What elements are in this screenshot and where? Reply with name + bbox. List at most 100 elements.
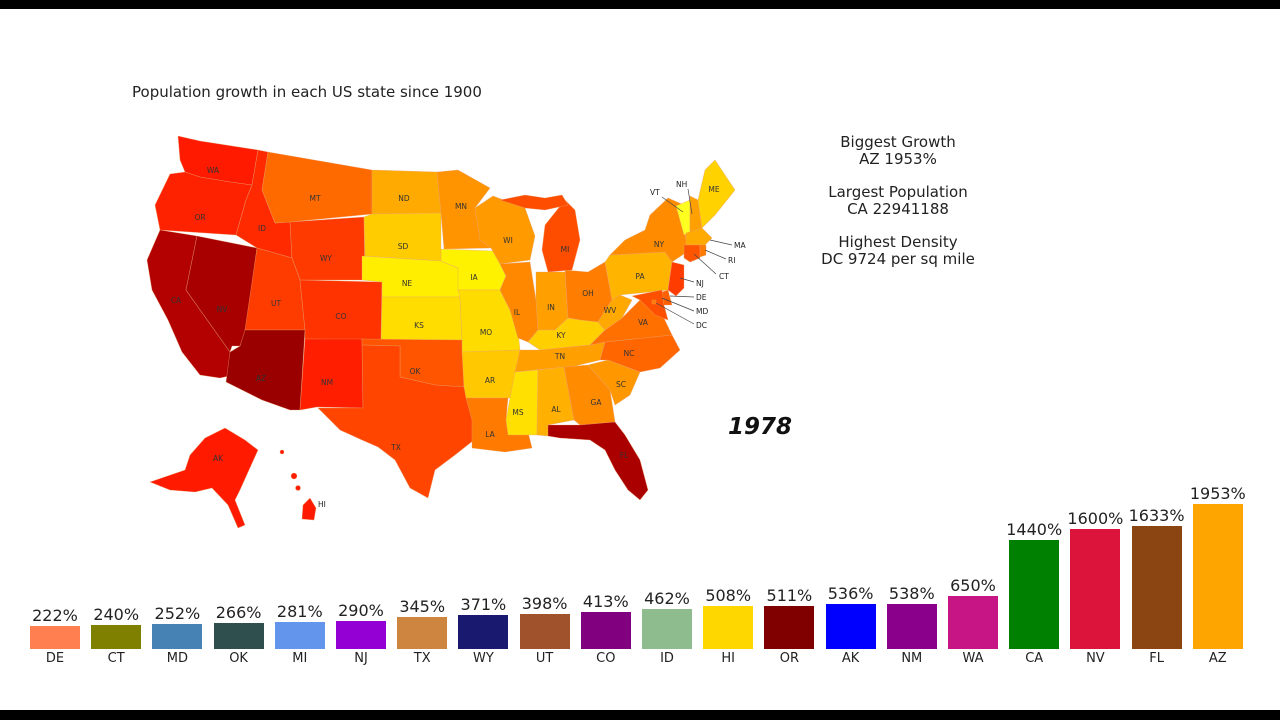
svg-text:WY: WY bbox=[320, 254, 332, 263]
bar-value-label: 290% bbox=[338, 601, 384, 621]
svg-text:IL: IL bbox=[514, 308, 521, 317]
letterbox-bottom bbox=[0, 710, 1280, 720]
state-AZ bbox=[225, 329, 306, 411]
bar-value-label: 345% bbox=[399, 597, 446, 617]
svg-text:AK: AK bbox=[213, 454, 224, 463]
svg-text:AR: AR bbox=[485, 376, 495, 385]
state-WY bbox=[289, 216, 366, 281]
stat-label: Biggest Growth bbox=[840, 133, 956, 151]
bar-MI bbox=[274, 621, 325, 649]
bar-value-label: 222% bbox=[32, 605, 78, 625]
svg-text:NE: NE bbox=[402, 279, 413, 288]
svg-text:WA: WA bbox=[207, 166, 220, 175]
state-HI-island bbox=[290, 472, 298, 480]
bar-DE bbox=[30, 625, 80, 649]
bar-value-label: 462% bbox=[644, 589, 690, 609]
bar-category-label: DE bbox=[45, 651, 65, 666]
svg-text:KY: KY bbox=[556, 331, 566, 340]
state-NJ bbox=[667, 261, 685, 297]
svg-text:OH: OH bbox=[582, 289, 594, 298]
bar-category-label: NJ bbox=[354, 651, 368, 666]
state-RI bbox=[699, 244, 707, 258]
svg-text:MO: MO bbox=[480, 328, 492, 337]
svg-text:TN: TN bbox=[554, 352, 565, 361]
svg-text:MD: MD bbox=[696, 307, 708, 316]
bar-value-label: 413% bbox=[582, 592, 629, 612]
svg-text:OR: OR bbox=[194, 213, 205, 222]
bar-category-label: AK bbox=[841, 651, 860, 666]
state-MI bbox=[541, 199, 581, 273]
bar-category-label: FL bbox=[1149, 651, 1164, 666]
bar-UT bbox=[519, 613, 570, 649]
bar-value-label: 508% bbox=[705, 585, 752, 605]
bar-value-label: 1633% bbox=[1128, 506, 1185, 526]
state-MD bbox=[631, 289, 669, 321]
state-HI bbox=[301, 497, 317, 521]
bar-AK bbox=[825, 603, 876, 649]
state-MA bbox=[685, 227, 713, 246]
bar-CA bbox=[1009, 540, 1060, 649]
bar-category-label: MI bbox=[292, 651, 308, 666]
bar-CT bbox=[91, 624, 142, 649]
svg-text:CO: CO bbox=[335, 312, 346, 321]
stat-value: DC 9724 per sq mile bbox=[821, 250, 975, 268]
svg-text:NC: NC bbox=[624, 349, 635, 358]
bar-FL bbox=[1131, 526, 1182, 649]
svg-text:VA: VA bbox=[638, 318, 649, 327]
bar-category-label: CA bbox=[1025, 651, 1044, 666]
svg-text:RI: RI bbox=[728, 256, 735, 265]
svg-text:KS: KS bbox=[414, 321, 424, 330]
year-label: 1978 bbox=[728, 414, 793, 440]
state-CT bbox=[683, 244, 701, 263]
stat-largest-population: Largest Population CA 22941188 bbox=[788, 184, 1008, 218]
bar-TX bbox=[397, 617, 448, 649]
svg-text:NV: NV bbox=[217, 305, 229, 314]
bar-value-label: 536% bbox=[827, 583, 874, 603]
state-ME bbox=[697, 159, 736, 229]
svg-text:GA: GA bbox=[591, 398, 603, 407]
state-NM bbox=[299, 338, 364, 411]
svg-text:HI: HI bbox=[318, 500, 326, 509]
bar-category-label: OR bbox=[779, 651, 800, 666]
bar-category-label: WA bbox=[962, 651, 984, 666]
svg-text:UT: UT bbox=[271, 299, 281, 308]
svg-text:PA: PA bbox=[635, 272, 645, 281]
stat-label: Largest Population bbox=[828, 183, 968, 201]
bar-NM bbox=[886, 603, 937, 649]
stat-biggest-growth: Biggest Growth AZ 1953% bbox=[788, 134, 1008, 168]
bar-category-label: MD bbox=[166, 651, 188, 666]
bar-value-label: 398% bbox=[521, 593, 568, 613]
svg-text:DE: DE bbox=[696, 293, 707, 302]
bar-category-label: AZ bbox=[1208, 651, 1227, 666]
svg-text:LA: LA bbox=[485, 430, 495, 439]
state-HI-island bbox=[279, 449, 285, 455]
bar-WY bbox=[458, 615, 509, 649]
svg-text:SC: SC bbox=[616, 380, 626, 389]
bar-value-label: 1600% bbox=[1067, 508, 1124, 528]
bar-value-label: 1953% bbox=[1189, 483, 1246, 503]
bar-value-label: 1440% bbox=[1006, 520, 1063, 540]
svg-text:IN: IN bbox=[547, 303, 555, 312]
bar-value-label: 281% bbox=[276, 601, 323, 621]
chart-title: Population growth in each US state since… bbox=[132, 83, 482, 101]
bar-category-label: CT bbox=[107, 651, 125, 666]
bar-NV bbox=[1070, 528, 1121, 649]
svg-text:OK: OK bbox=[410, 367, 422, 376]
svg-text:CA: CA bbox=[171, 296, 182, 305]
bar-value-label: 266% bbox=[215, 602, 262, 622]
bar-category-label: NV bbox=[1086, 651, 1105, 666]
bar-ID bbox=[642, 609, 692, 649]
bar-OK bbox=[213, 622, 264, 649]
bar-category-label: WY bbox=[472, 651, 494, 666]
state-TX bbox=[317, 344, 475, 499]
bar-NJ bbox=[336, 621, 386, 649]
svg-text:ID: ID bbox=[258, 224, 266, 233]
svg-text:WV: WV bbox=[604, 306, 617, 315]
state-LA bbox=[465, 397, 533, 453]
state-IL bbox=[499, 261, 539, 343]
svg-text:MT: MT bbox=[309, 194, 320, 203]
svg-text:MA: MA bbox=[734, 241, 746, 250]
bar-HI bbox=[703, 605, 754, 649]
